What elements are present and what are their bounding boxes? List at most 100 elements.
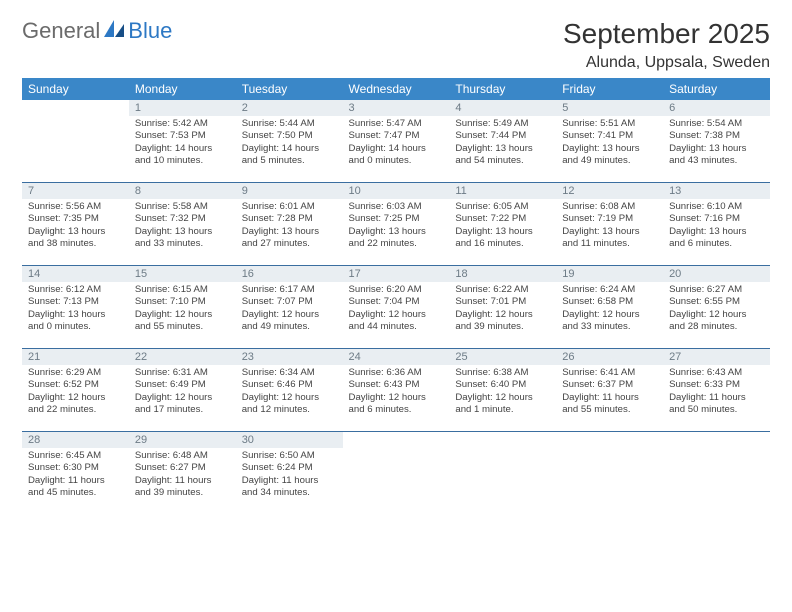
sunset-text: Sunset: 7:28 PM	[242, 213, 337, 225]
sunrise-text: Sunrise: 6:43 AM	[669, 367, 764, 379]
daylight-line1: Daylight: 13 hours	[669, 143, 764, 155]
calendar-day-cell: 7Sunrise: 5:56 AMSunset: 7:35 PMDaylight…	[22, 183, 129, 266]
sunrise-text: Sunrise: 5:51 AM	[562, 118, 657, 130]
sunrise-text: Sunrise: 6:24 AM	[562, 284, 657, 296]
calendar-week-row: 28Sunrise: 6:45 AMSunset: 6:30 PMDayligh…	[22, 432, 770, 515]
sunrise-text: Sunrise: 5:42 AM	[135, 118, 230, 130]
sunrise-text: Sunrise: 6:31 AM	[135, 367, 230, 379]
day-number: 11	[449, 183, 556, 199]
daylight-line1: Daylight: 13 hours	[669, 226, 764, 238]
daylight-line2: and 43 minutes.	[669, 155, 764, 167]
daylight-line2: and 22 minutes.	[349, 238, 444, 250]
calendar-day-cell: 22Sunrise: 6:31 AMSunset: 6:49 PMDayligh…	[129, 349, 236, 432]
brand-logo: General Blue	[22, 18, 172, 44]
sunset-text: Sunset: 7:35 PM	[28, 213, 123, 225]
day-number: 3	[343, 100, 450, 116]
daylight-line2: and 39 minutes.	[455, 321, 550, 333]
sunset-text: Sunset: 6:49 PM	[135, 379, 230, 391]
day-number: 2	[236, 100, 343, 116]
day-number: 25	[449, 349, 556, 365]
weekday-header: Saturday	[663, 78, 770, 100]
calendar-day-cell: 14Sunrise: 6:12 AMSunset: 7:13 PMDayligh…	[22, 266, 129, 349]
sunrise-text: Sunrise: 5:58 AM	[135, 201, 230, 213]
sunset-text: Sunset: 6:33 PM	[669, 379, 764, 391]
calendar-day-cell: 5Sunrise: 5:51 AMSunset: 7:41 PMDaylight…	[556, 100, 663, 183]
daylight-line1: Daylight: 12 hours	[455, 392, 550, 404]
sunset-text: Sunset: 7:32 PM	[135, 213, 230, 225]
sunrise-text: Sunrise: 6:27 AM	[669, 284, 764, 296]
calendar-day-cell: 12Sunrise: 6:08 AMSunset: 7:19 PMDayligh…	[556, 183, 663, 266]
calendar-day-cell: 11Sunrise: 6:05 AMSunset: 7:22 PMDayligh…	[449, 183, 556, 266]
daylight-line2: and 12 minutes.	[242, 404, 337, 416]
daylight-line1: Daylight: 11 hours	[242, 475, 337, 487]
daylight-line1: Daylight: 12 hours	[455, 309, 550, 321]
calendar-week-row: 7Sunrise: 5:56 AMSunset: 7:35 PMDaylight…	[22, 183, 770, 266]
daylight-line2: and 49 minutes.	[562, 155, 657, 167]
daylight-line2: and 11 minutes.	[562, 238, 657, 250]
sunset-text: Sunset: 7:41 PM	[562, 130, 657, 142]
day-number: 6	[663, 100, 770, 116]
daylight-line2: and 27 minutes.	[242, 238, 337, 250]
day-number: 1	[129, 100, 236, 116]
weekday-header: Thursday	[449, 78, 556, 100]
daylight-line2: and 5 minutes.	[242, 155, 337, 167]
sunrise-text: Sunrise: 6:41 AM	[562, 367, 657, 379]
daylight-line2: and 50 minutes.	[669, 404, 764, 416]
sunset-text: Sunset: 7:47 PM	[349, 130, 444, 142]
calendar-day-cell: 10Sunrise: 6:03 AMSunset: 7:25 PMDayligh…	[343, 183, 450, 266]
daylight-line2: and 33 minutes.	[135, 238, 230, 250]
daylight-line1: Daylight: 13 hours	[455, 226, 550, 238]
daylight-line1: Daylight: 13 hours	[349, 226, 444, 238]
day-number: 13	[663, 183, 770, 199]
calendar-week-row: 14Sunrise: 6:12 AMSunset: 7:13 PMDayligh…	[22, 266, 770, 349]
sunset-text: Sunset: 7:10 PM	[135, 296, 230, 308]
sunrise-text: Sunrise: 6:03 AM	[349, 201, 444, 213]
calendar-day-cell: 3Sunrise: 5:47 AMSunset: 7:47 PMDaylight…	[343, 100, 450, 183]
daylight-line2: and 39 minutes.	[135, 487, 230, 499]
sunrise-text: Sunrise: 5:56 AM	[28, 201, 123, 213]
calendar-day-cell: 8Sunrise: 5:58 AMSunset: 7:32 PMDaylight…	[129, 183, 236, 266]
day-number: 15	[129, 266, 236, 282]
daylight-line2: and 55 minutes.	[562, 404, 657, 416]
sunrise-text: Sunrise: 5:44 AM	[242, 118, 337, 130]
day-number: 12	[556, 183, 663, 199]
day-number: 9	[236, 183, 343, 199]
daylight-line1: Daylight: 11 hours	[562, 392, 657, 404]
daylight-line1: Daylight: 12 hours	[135, 392, 230, 404]
day-number: 26	[556, 349, 663, 365]
sunrise-text: Sunrise: 5:47 AM	[349, 118, 444, 130]
day-number: 27	[663, 349, 770, 365]
calendar-day-cell: 19Sunrise: 6:24 AMSunset: 6:58 PMDayligh…	[556, 266, 663, 349]
daylight-line1: Daylight: 13 hours	[242, 226, 337, 238]
calendar-day-cell	[449, 432, 556, 515]
daylight-line1: Daylight: 13 hours	[28, 226, 123, 238]
daylight-line2: and 45 minutes.	[28, 487, 123, 499]
sunset-text: Sunset: 6:58 PM	[562, 296, 657, 308]
daylight-line1: Daylight: 12 hours	[669, 309, 764, 321]
daylight-line2: and 6 minutes.	[349, 404, 444, 416]
daylight-line1: Daylight: 12 hours	[242, 392, 337, 404]
calendar-day-cell: 2Sunrise: 5:44 AMSunset: 7:50 PMDaylight…	[236, 100, 343, 183]
day-number: 28	[22, 432, 129, 448]
sunset-text: Sunset: 6:24 PM	[242, 462, 337, 474]
sunrise-text: Sunrise: 6:48 AM	[135, 450, 230, 462]
daylight-line1: Daylight: 12 hours	[349, 392, 444, 404]
calendar-day-cell: 6Sunrise: 5:54 AMSunset: 7:38 PMDaylight…	[663, 100, 770, 183]
weekday-header: Monday	[129, 78, 236, 100]
calendar-day-cell: 20Sunrise: 6:27 AMSunset: 6:55 PMDayligh…	[663, 266, 770, 349]
daylight-line2: and 22 minutes.	[28, 404, 123, 416]
sunrise-text: Sunrise: 6:34 AM	[242, 367, 337, 379]
daylight-line1: Daylight: 12 hours	[242, 309, 337, 321]
sunrise-text: Sunrise: 6:45 AM	[28, 450, 123, 462]
calendar-day-cell: 26Sunrise: 6:41 AMSunset: 6:37 PMDayligh…	[556, 349, 663, 432]
daylight-line2: and 38 minutes.	[28, 238, 123, 250]
page-header: General Blue September 2025 Alunda, Upps…	[22, 18, 770, 72]
calendar-day-cell: 29Sunrise: 6:48 AMSunset: 6:27 PMDayligh…	[129, 432, 236, 515]
daylight-line2: and 44 minutes.	[349, 321, 444, 333]
sunset-text: Sunset: 7:22 PM	[455, 213, 550, 225]
calendar-day-cell: 25Sunrise: 6:38 AMSunset: 6:40 PMDayligh…	[449, 349, 556, 432]
calendar-day-cell	[343, 432, 450, 515]
calendar-day-cell: 1Sunrise: 5:42 AMSunset: 7:53 PMDaylight…	[129, 100, 236, 183]
sunset-text: Sunset: 6:43 PM	[349, 379, 444, 391]
brand-text-general: General	[22, 18, 100, 44]
